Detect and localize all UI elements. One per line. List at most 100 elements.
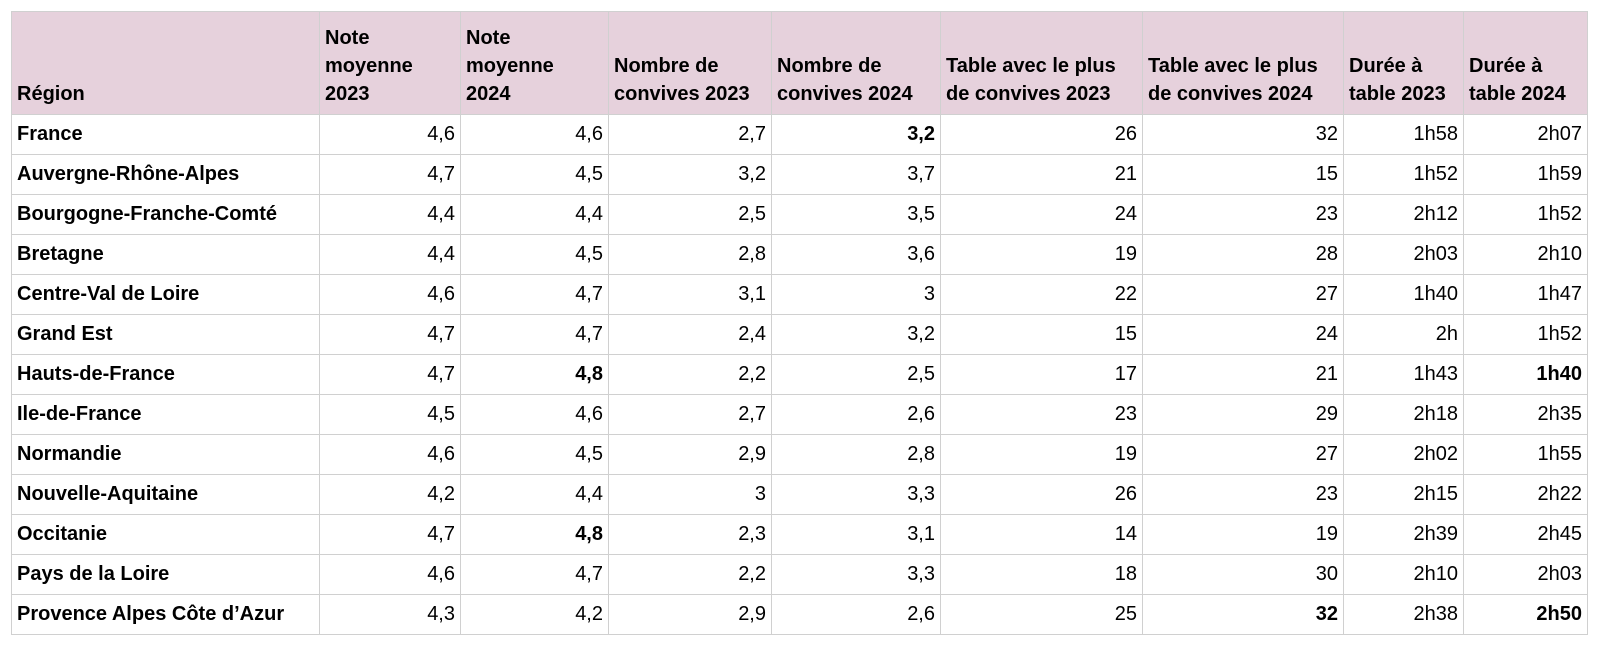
table-row: Occitanie 4,7 4,8 2,3 3,1 14 19 2h39 2h45	[11, 514, 1588, 555]
value-cell: 2,7	[608, 394, 772, 435]
header-cell: Table avec le plus de convives 2023	[940, 11, 1143, 115]
value-cell: 2h03	[1463, 554, 1588, 595]
value-cell: 3,3	[771, 554, 941, 595]
value-cell: 4,4	[460, 474, 609, 515]
value-cell: 18	[940, 554, 1143, 595]
value-cell: 1h59	[1463, 154, 1588, 195]
value-cell: 3,2	[771, 114, 941, 155]
value-cell: 2h	[1343, 314, 1464, 355]
value-cell: 4,2	[460, 594, 609, 635]
value-cell: 26	[940, 474, 1143, 515]
value-cell: 2h39	[1343, 514, 1464, 555]
value-cell: 2,6	[771, 394, 941, 435]
region-cell: Centre-Val de Loire	[11, 274, 320, 315]
table-row: Grand Est 4,7 4,7 2,4 3,2 15 24 2h 1h52	[11, 314, 1588, 355]
value-cell: 27	[1142, 434, 1344, 475]
value-cell: 4,5	[460, 234, 609, 275]
header-cell: Note moyenne 2023	[319, 11, 461, 115]
value-cell: 29	[1142, 394, 1344, 435]
value-cell: 2h15	[1343, 474, 1464, 515]
table-row: Centre-Val de Loire 4,6 4,7 3,1 3 22 27 1h40 1h4…	[11, 274, 1588, 315]
value-cell: 2,5	[608, 194, 772, 235]
value-cell: 4,5	[460, 434, 609, 475]
header-row: Région Note moyenne 2023 Note moyenne 2024…	[11, 11, 1588, 115]
value-cell: 4,4	[319, 234, 461, 275]
region-cell: Auvergne-Rhône-Alpes	[11, 154, 320, 195]
table-row: Pays de la Loire 4,6 4,7 2,2 3,3 18 30 2h10 2h03	[11, 554, 1588, 595]
value-cell: 19	[1142, 514, 1344, 555]
header-cell: Durée à table 2023	[1343, 11, 1464, 115]
region-cell: Occitanie	[11, 514, 320, 555]
value-cell: 2,5	[771, 354, 941, 395]
value-cell: 1h43	[1343, 354, 1464, 395]
region-cell: Pays de la Loire	[11, 554, 320, 595]
value-cell: 1h40	[1343, 274, 1464, 315]
value-cell: 4,6	[319, 114, 461, 155]
value-cell: 3,1	[771, 514, 941, 555]
value-cell: 4,2	[319, 474, 461, 515]
value-cell: 4,6	[460, 394, 609, 435]
value-cell: 24	[940, 194, 1143, 235]
value-cell: 2h02	[1343, 434, 1464, 475]
value-cell: 2,2	[608, 554, 772, 595]
value-cell: 2h07	[1463, 114, 1588, 155]
value-cell: 4,5	[460, 154, 609, 195]
value-cell: 21	[940, 154, 1143, 195]
value-cell: 2,8	[771, 434, 941, 475]
value-cell: 1h47	[1463, 274, 1588, 315]
value-cell: 4,7	[319, 314, 461, 355]
value-cell: 4,4	[460, 194, 609, 235]
table-body: France 4,6 4,6 2,7 3,2 26 32 1h58 2h07 Auvergne-R…	[11, 114, 1588, 635]
region-cell: Bourgogne-Franche-Comté	[11, 194, 320, 235]
value-cell: 1h40	[1463, 354, 1588, 395]
value-cell: 3,2	[608, 154, 772, 195]
value-cell: 15	[1142, 154, 1344, 195]
value-cell: 23	[1142, 194, 1344, 235]
value-cell: 26	[940, 114, 1143, 155]
value-cell: 4,6	[460, 114, 609, 155]
region-cell: Nouvelle-Aquitaine	[11, 474, 320, 515]
region-cell: Ile-de-France	[11, 394, 320, 435]
table-row: France 4,6 4,6 2,7 3,2 26 32 1h58 2h07	[11, 114, 1588, 155]
table-row: Hauts-de-France 4,7 4,8 2,2 2,5 17 21 1h43 1h40	[11, 354, 1588, 395]
value-cell: 2,9	[608, 434, 772, 475]
value-cell: 1h52	[1463, 314, 1588, 355]
value-cell: 4,6	[319, 434, 461, 475]
value-cell: 14	[940, 514, 1143, 555]
value-cell: 2,9	[608, 594, 772, 635]
value-cell: 32	[1142, 114, 1344, 155]
table-row: Auvergne-Rhône-Alpes 4,7 4,5 3,2 3,7 21 15 1h52…	[11, 154, 1588, 195]
header-cell: Table avec le plus de convives 2024	[1142, 11, 1344, 115]
value-cell: 2,7	[608, 114, 772, 155]
value-cell: 4,8	[460, 514, 609, 555]
value-cell: 1h58	[1343, 114, 1464, 155]
value-cell: 27	[1142, 274, 1344, 315]
value-cell: 2,2	[608, 354, 772, 395]
value-cell: 3,7	[771, 154, 941, 195]
value-cell: 2h12	[1343, 194, 1464, 235]
region-cell: Normandie	[11, 434, 320, 475]
table-row: Bretagne 4,4 4,5 2,8 3,6 19 28 2h03 2h10	[11, 234, 1588, 275]
region-cell: Provence Alpes Côte d’Azur	[11, 594, 320, 635]
value-cell: 32	[1142, 594, 1344, 635]
value-cell: 2h18	[1343, 394, 1464, 435]
value-cell: 28	[1142, 234, 1344, 275]
value-cell: 4,4	[319, 194, 461, 235]
value-cell: 2h35	[1463, 394, 1588, 435]
value-cell: 4,8	[460, 354, 609, 395]
value-cell: 3,6	[771, 234, 941, 275]
header-cell: Nombre de convives 2024	[771, 11, 941, 115]
value-cell: 15	[940, 314, 1143, 355]
value-cell: 1h52	[1343, 154, 1464, 195]
value-cell: 4,6	[319, 274, 461, 315]
value-cell: 2h45	[1463, 514, 1588, 555]
value-cell: 4,6	[319, 554, 461, 595]
value-cell: 2h03	[1343, 234, 1464, 275]
region-cell: Bretagne	[11, 234, 320, 275]
value-cell: 3,2	[771, 314, 941, 355]
value-cell: 23	[940, 394, 1143, 435]
value-cell: 2,6	[771, 594, 941, 635]
value-cell: 21	[1142, 354, 1344, 395]
value-cell: 3,5	[771, 194, 941, 235]
